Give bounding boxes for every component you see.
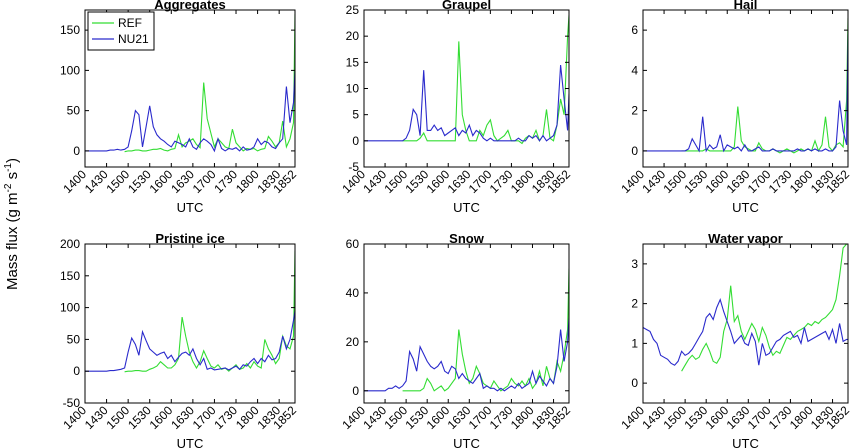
- graupel-series-nu21: [364, 64, 569, 142]
- aggregates-xtick-label: 1630: [168, 167, 197, 196]
- aggregates-xtick-label: 1600: [147, 167, 176, 196]
- legend: REF NU21: [87, 11, 155, 51]
- snow-axes-box: [363, 243, 570, 404]
- snow-series-ref: [402, 268, 569, 392]
- aggregates-series-ref: [124, 13, 295, 153]
- snow-series-nu21: [364, 317, 569, 392]
- water-vapor-series-nu21: [643, 297, 848, 366]
- aggregates-xtick-label: 1700: [190, 167, 219, 196]
- water-vapor-ytick-label: 2: [631, 297, 638, 311]
- snow-ytick-label: 20: [346, 335, 360, 349]
- pristine-ice-xtick-label: 1700: [190, 403, 219, 432]
- pristine-ice-title: Pristine ice: [155, 231, 224, 246]
- hail-series-ref: [681, 18, 848, 154]
- hail-title: Hail: [734, 0, 758, 12]
- graupel-xlabel: UTC: [453, 200, 480, 215]
- aggregates-ytick-label: 100: [60, 63, 80, 77]
- pristine-ice-xtick-label: 1630: [168, 403, 197, 432]
- pristine-ice-xtick-label: 1530: [125, 403, 154, 432]
- hail-ytick-label: 2: [631, 104, 638, 118]
- graupel-panel: -505101520251400143015001530160016301700…: [339, 0, 573, 215]
- aggregates-xtick-label: 1500: [103, 167, 132, 196]
- water-vapor-panel: 0123140014301500153016001630170017301800…: [618, 231, 850, 448]
- water-vapor-title: Water vapor: [708, 231, 783, 246]
- aggregates-xtick-label: 1530: [125, 167, 154, 196]
- pristine-ice-ytick-label: 100: [60, 301, 80, 315]
- graupel-axes-box: [363, 9, 570, 168]
- pristine-ice-xlabel: UTC: [177, 436, 204, 448]
- pristine-ice-xtick-label: 1430: [82, 403, 111, 432]
- pristine-ice-xtick-label: 1730: [211, 403, 240, 432]
- graupel-ytick-label: 10: [346, 82, 360, 96]
- snow-ytick-label: 0: [352, 384, 359, 398]
- legend-label-ref: REF: [118, 16, 142, 30]
- aggregates-axes-box: [84, 9, 296, 168]
- aggregates-ytick-label: 0: [73, 144, 80, 158]
- pristine-ice-ytick-label: -50: [63, 396, 81, 410]
- snow-ytick-label: 40: [346, 286, 360, 300]
- hail-axes-box: [642, 9, 849, 168]
- aggregates-ytick-label: 150: [60, 23, 80, 37]
- hail-xlabel: UTC: [732, 200, 759, 215]
- water-vapor-axes-box: [642, 243, 849, 404]
- graupel-ytick-label: 5: [352, 108, 359, 122]
- legend-box: [87, 11, 155, 51]
- hail-ytick-label: 6: [631, 23, 638, 37]
- water-vapor-ytick-label: 0: [631, 376, 638, 390]
- water-vapor-series-ref: [681, 244, 848, 372]
- graupel-ytick-label: -5: [348, 160, 359, 174]
- water-vapor-xlabel: UTC: [732, 436, 759, 448]
- y-axis-main-label: Mass flux (g m-2 s-1): [3, 158, 21, 290]
- aggregates-xtick-label: 1730: [211, 167, 240, 196]
- hail-ytick-label: 4: [631, 63, 638, 77]
- pristine-ice-ytick-label: 150: [60, 269, 80, 283]
- aggregates-xlabel: UTC: [177, 200, 204, 215]
- pristine-ice-ytick-label: 0: [73, 364, 80, 378]
- pristine-ice-xtick-label: 1500: [103, 403, 132, 432]
- graupel-ytick-label: 20: [346, 29, 360, 43]
- hail-ytick-label: 0: [631, 144, 638, 158]
- graupel-ytick-label: 0: [352, 134, 359, 148]
- pristine-ice-ytick-label: 200: [60, 237, 80, 251]
- aggregates-title: Aggregates: [154, 0, 226, 12]
- snow-xlabel: UTC: [453, 436, 480, 448]
- water-vapor-ytick-label: 3: [631, 257, 638, 271]
- pristine-ice-series-nu21: [85, 310, 295, 372]
- pristine-ice-series-ref: [124, 250, 295, 373]
- pristine-ice-xtick-label: 1800: [233, 403, 262, 432]
- aggregates-series-nu21: [85, 70, 295, 153]
- snow-ytick-label: 60: [346, 237, 360, 251]
- pristine-ice-xtick-label: 1600: [147, 403, 176, 432]
- hail-series-nu21: [643, 34, 848, 153]
- graupel-series-ref: [402, 15, 569, 145]
- aggregates-xtick-label: 1400: [60, 167, 89, 196]
- legend-label-nu21: NU21: [118, 32, 149, 46]
- graupel-ytick-label: 25: [346, 3, 360, 17]
- graupel-title: Graupel: [442, 0, 491, 12]
- snow-title: Snow: [449, 231, 485, 246]
- pristine-ice-ytick-label: 50: [67, 332, 81, 346]
- pristine-ice-axes-box: [84, 243, 296, 404]
- graupel-ytick-label: 15: [346, 55, 360, 69]
- aggregates-xtick-label: 1430: [82, 167, 111, 196]
- water-vapor-ytick-label: 1: [631, 336, 638, 350]
- hail-panel: 0246140014301500153016001630170017301800…: [618, 0, 850, 215]
- snow-panel: 0204060140014301500153016001630170017301…: [339, 231, 573, 448]
- aggregates-ytick-label: 50: [67, 104, 81, 118]
- pristine-ice-panel: -500501001502001400143015001530160016301…: [60, 231, 299, 448]
- aggregates-xtick-label: 1800: [233, 167, 262, 196]
